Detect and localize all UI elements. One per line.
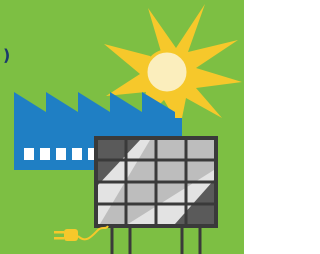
cut-off-text: ): [3, 46, 10, 65]
illustration: ): [0, 0, 244, 254]
page: {"label": ")"} ): [0, 0, 244, 254]
